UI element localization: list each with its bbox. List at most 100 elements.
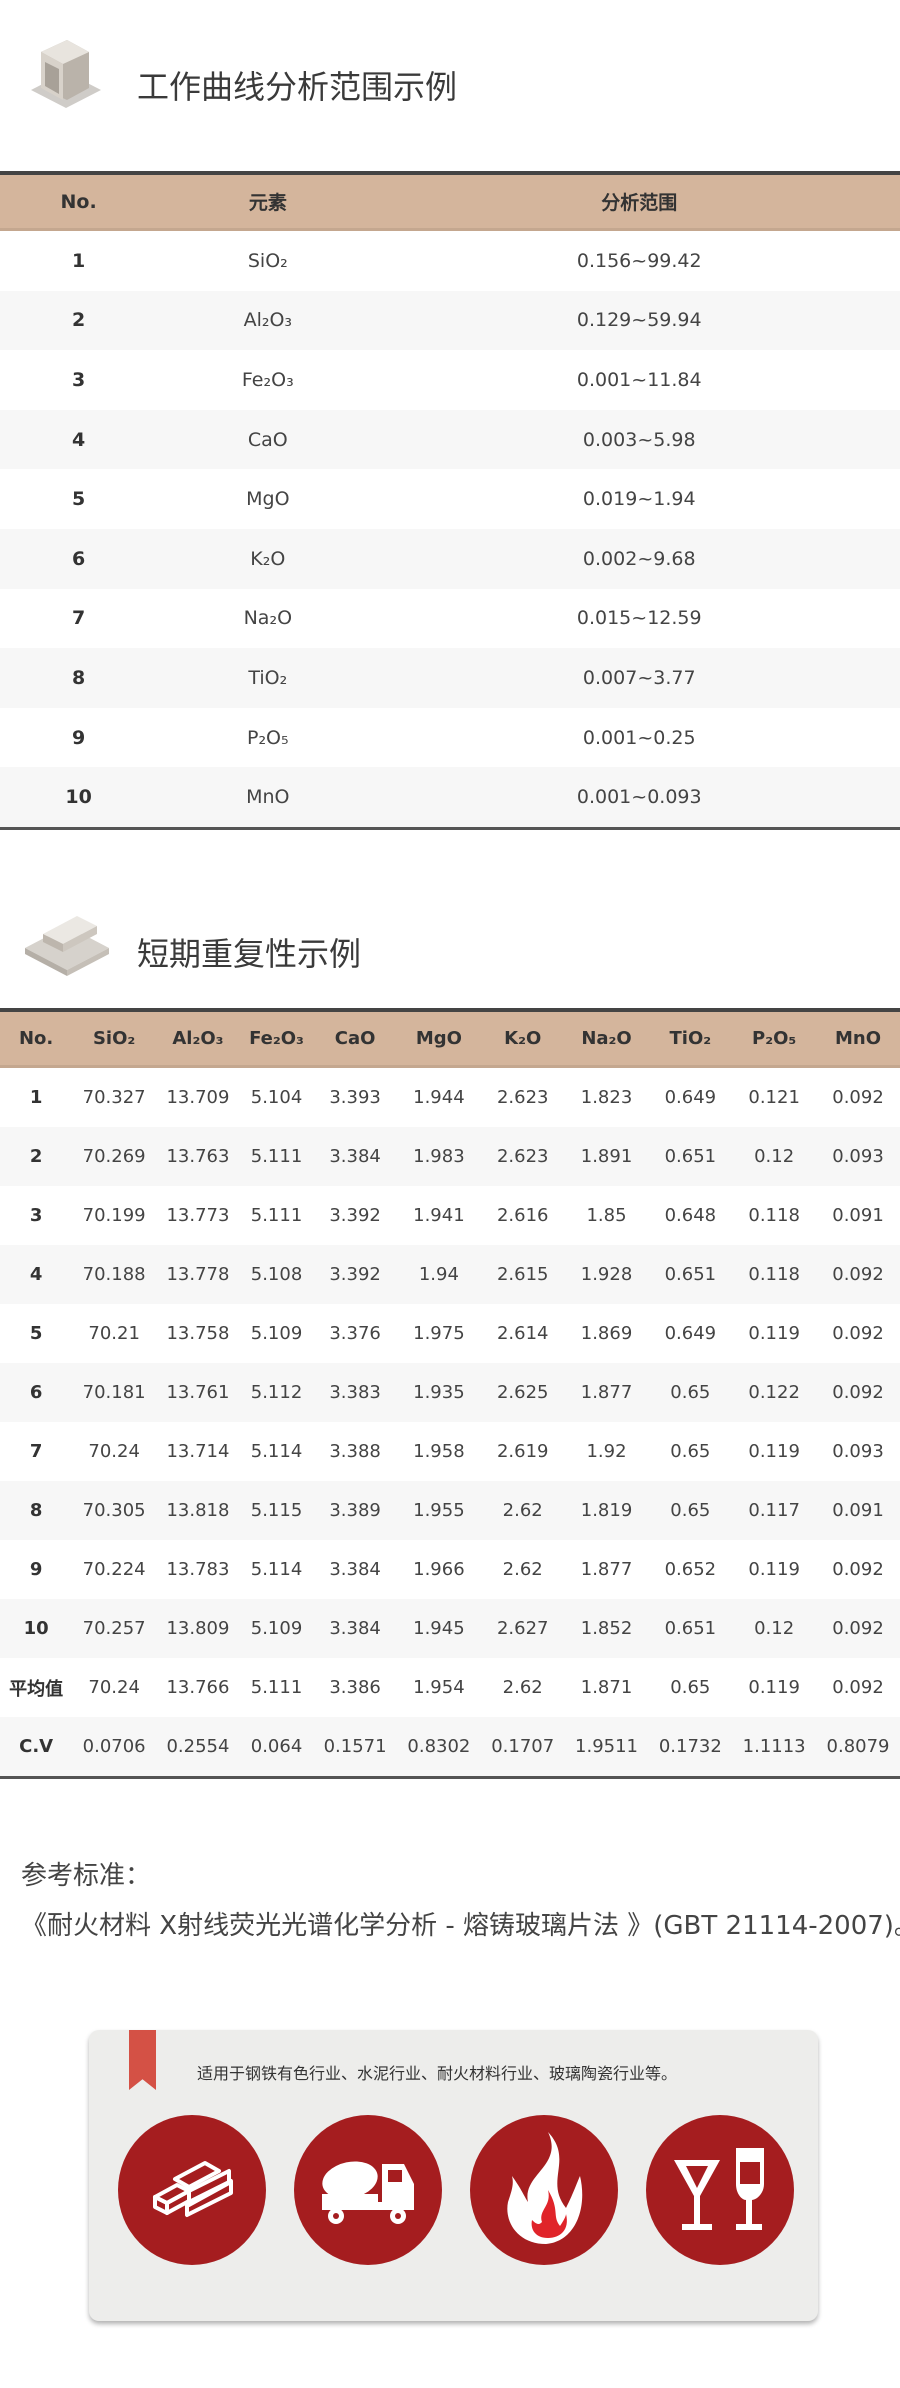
table-cell: 1.819 xyxy=(564,1481,649,1540)
table-row: 5 70.21 13.758 5.109 3.376 1.975 2.614 1.869 0.6… xyxy=(0,1304,900,1363)
table-cell: 0.019~1.94 xyxy=(582,488,696,511)
table-row: 3 Fe₂O₃ 0.001~11.84 xyxy=(0,350,900,410)
table-row: 3 70.199 13.773 5.111 3.392 1.941 2.616 1.85 0.6… xyxy=(0,1186,900,1245)
table-cell: 2.615 xyxy=(480,1245,565,1304)
table-cell: 0.092 xyxy=(832,1559,884,1580)
table-cell: 1.92 xyxy=(586,1441,627,1462)
table-cell: MnO xyxy=(157,767,379,829)
table-cell: 70.199 xyxy=(82,1205,146,1226)
table-cell: 0.092 xyxy=(832,1087,884,1108)
table-cell: 0.064 xyxy=(239,1717,314,1778)
flame-icon xyxy=(470,2115,618,2265)
range-header-cell: 分析范围 xyxy=(378,173,900,231)
table-cell: 0.652 xyxy=(664,1559,717,1580)
table-cell: 0.091 xyxy=(832,1205,884,1226)
table-cell: 2.62 xyxy=(480,1481,565,1540)
table-cell: 0.65 xyxy=(670,1441,711,1462)
table-cell: 0.649 xyxy=(664,1323,717,1344)
reference-label: 参考标准： xyxy=(21,1861,152,1891)
table-cell: 13.758 xyxy=(166,1323,230,1344)
table-cell: 0.8079 xyxy=(816,1717,900,1778)
table-cell: 0.003~5.98 xyxy=(378,409,900,470)
table-cell: 1.1113 xyxy=(732,1717,817,1778)
table-row: 7 Na₂O 0.015~12.59 xyxy=(0,589,900,649)
table-cell: Al₂O₃ xyxy=(157,290,379,351)
table-cell: 5.111 xyxy=(250,1205,303,1226)
row-number: 4 xyxy=(0,409,158,470)
table-cell: 0.0706 xyxy=(72,1717,157,1778)
table-cell: P₂O₅ xyxy=(246,726,289,749)
table-row: 2 Al₂O₃ 0.129~59.94 xyxy=(0,290,900,351)
table-cell: 0.117 xyxy=(732,1481,817,1540)
table-cell: 0.092 xyxy=(816,1363,900,1422)
row-number: 1 xyxy=(71,249,86,272)
table-cell: 3.389 xyxy=(313,1481,397,1540)
table-cell: 5.114 xyxy=(250,1559,303,1580)
table-cell: 2.627 xyxy=(480,1599,565,1658)
bookmark-ribbon-icon xyxy=(129,2030,156,2090)
table-cell: CaO xyxy=(157,409,379,470)
table-cell: 1.877 xyxy=(580,1559,633,1580)
table-cell: Fe₂O₃ xyxy=(241,368,294,391)
table-row: 2 70.269 13.763 5.111 3.384 1.983 2.623 1.891 0.… xyxy=(0,1127,900,1186)
row-number: 9 xyxy=(29,1559,43,1580)
table-cell: 3.383 xyxy=(313,1363,397,1422)
table-cell: 1.983 xyxy=(396,1127,481,1186)
metal-ingots-icon xyxy=(118,2115,266,2265)
repeat-header-cell: No. xyxy=(0,1010,73,1068)
table-cell: 70.24 xyxy=(88,1441,140,1462)
row-number: 7 xyxy=(29,1441,43,1462)
repeat-header-cell: Fe₂O₃ xyxy=(239,1010,314,1068)
repeat-header-cell: MgO xyxy=(396,1010,481,1068)
range-header-cell: No. xyxy=(0,173,158,231)
table-cell: 0.651 xyxy=(648,1599,733,1658)
table-cell: 1.869 xyxy=(580,1323,633,1344)
table-cell: 0.2554 xyxy=(156,1717,240,1778)
table-cell: 1.954 xyxy=(413,1677,465,1698)
row-number: 5 xyxy=(29,1323,43,1344)
table-cell: 3.392 xyxy=(329,1205,381,1226)
table-cell: 0.649 xyxy=(664,1087,717,1108)
table-cell: 1.823 xyxy=(580,1087,633,1108)
table-cell: 0.65 xyxy=(670,1677,711,1698)
table-cell: 3.384 xyxy=(313,1599,397,1658)
table-cell: 1.85 xyxy=(586,1205,627,1226)
table-cell: 5.112 xyxy=(239,1363,314,1422)
table-cell: 0.001~0.25 xyxy=(582,726,696,749)
row-number: 8 xyxy=(0,1481,73,1540)
table-cell: 3.384 xyxy=(329,1559,381,1580)
table-cell: 2.614 xyxy=(496,1323,549,1344)
repeat-header-cell: Na₂O xyxy=(564,1010,649,1068)
table-cell: 5.108 xyxy=(239,1245,314,1304)
table-row: 10 70.257 13.809 5.109 3.384 1.945 2.627 1.852 0… xyxy=(0,1599,900,1658)
table-cell: 3.386 xyxy=(329,1677,381,1698)
applications-card: 适用于钢铁有色行业、水泥行业、耐火材料行业、玻璃陶瓷行业等。 xyxy=(89,2030,818,2321)
row-number: 4 xyxy=(0,1245,73,1304)
table-cell: 13.761 xyxy=(156,1363,240,1422)
table-cell: 13.763 xyxy=(156,1127,240,1186)
table-cell: 1.94 xyxy=(396,1245,481,1304)
table-cell: 2.62 xyxy=(502,1559,543,1580)
table-cell: 0.092 xyxy=(832,1323,884,1344)
table-cell: 13.783 xyxy=(166,1559,230,1580)
row-number: 3 xyxy=(71,368,86,391)
table-row: 6 K₂O 0.002~9.68 xyxy=(0,528,900,589)
table-cell: 5.109 xyxy=(239,1599,314,1658)
table-cell: 0.093 xyxy=(832,1441,884,1462)
table-row: 8 70.305 13.818 5.115 3.389 1.955 2.62 1.819 0.6… xyxy=(0,1481,900,1540)
table-cell: 0.001~11.84 xyxy=(576,368,702,391)
table-cell: 1.871 xyxy=(580,1677,633,1698)
table-cell: 0.007~3.77 xyxy=(378,648,900,708)
table-cell: K₂O xyxy=(157,528,379,589)
row-number: 7 xyxy=(71,607,86,630)
table-cell: 3.392 xyxy=(313,1245,397,1304)
table-cell: 0.122 xyxy=(732,1363,817,1422)
table-cell: 1.852 xyxy=(564,1599,649,1658)
table-cell: 1.975 xyxy=(413,1323,465,1344)
table-cell: 13.818 xyxy=(156,1481,240,1540)
table-cell: 5.114 xyxy=(250,1441,303,1462)
table-cell: 0.65 xyxy=(648,1481,733,1540)
table-cell: 0.119 xyxy=(748,1441,800,1462)
table-cell: 5.115 xyxy=(239,1481,314,1540)
table-cell: 70.305 xyxy=(72,1481,157,1540)
